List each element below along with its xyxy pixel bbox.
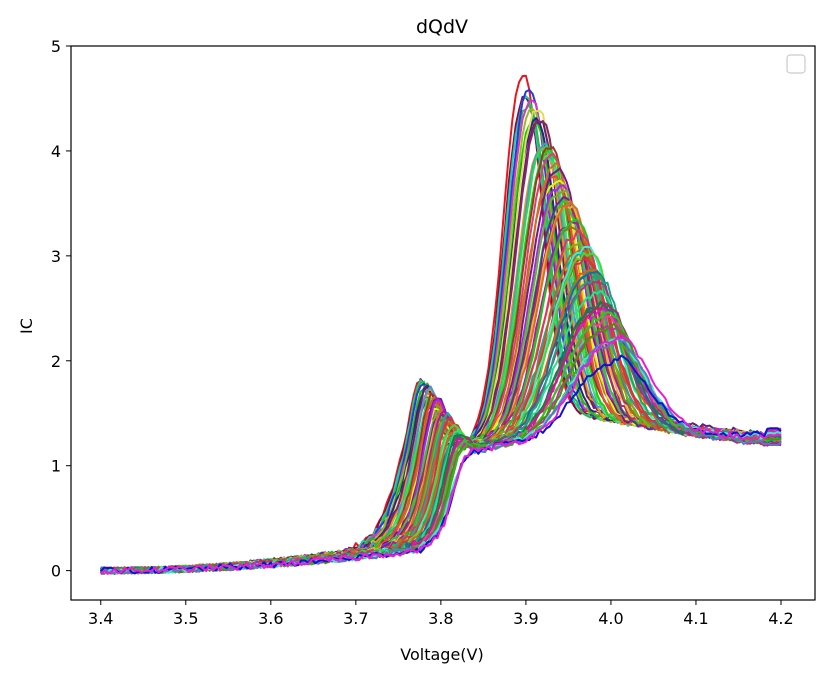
series-line bbox=[100, 120, 782, 575]
y-axis: 0 1 2 3 4 5 bbox=[51, 37, 71, 581]
series-line bbox=[100, 120, 782, 575]
x-axis: 3.4 3.5 3.6 3.7 3.8 3.9 4.0 4.1 4.2 bbox=[88, 600, 794, 628]
series-line bbox=[99, 118, 782, 575]
x-tick-label: 4.1 bbox=[683, 609, 708, 628]
chart-title: dQdV bbox=[416, 16, 468, 38]
y-tick-label: 0 bbox=[51, 562, 61, 581]
x-tick-label: 3.9 bbox=[513, 609, 538, 628]
series-group bbox=[99, 74, 782, 575]
y-tick-label: 2 bbox=[51, 352, 61, 371]
legend-box bbox=[786, 54, 806, 74]
x-tick-label: 4.0 bbox=[598, 609, 623, 628]
x-tick-label: 3.8 bbox=[428, 609, 453, 628]
x-tick-label: 3.7 bbox=[343, 609, 368, 628]
y-tick-label: 3 bbox=[51, 247, 61, 266]
x-axis-label: Voltage(V) bbox=[400, 645, 483, 664]
x-tick-label: 3.4 bbox=[88, 609, 113, 628]
plot-frame bbox=[70, 45, 816, 601]
series-line bbox=[100, 335, 782, 575]
y-tick-label: 5 bbox=[51, 37, 61, 56]
y-tick-label: 1 bbox=[51, 457, 61, 476]
y-axis-label: IC bbox=[17, 318, 36, 334]
x-tick-label: 3.5 bbox=[173, 609, 198, 628]
series-line bbox=[100, 315, 782, 575]
x-tick-label: 3.6 bbox=[258, 609, 283, 628]
y-tick-label: 4 bbox=[51, 142, 61, 161]
x-tick-label: 4.2 bbox=[768, 609, 793, 628]
